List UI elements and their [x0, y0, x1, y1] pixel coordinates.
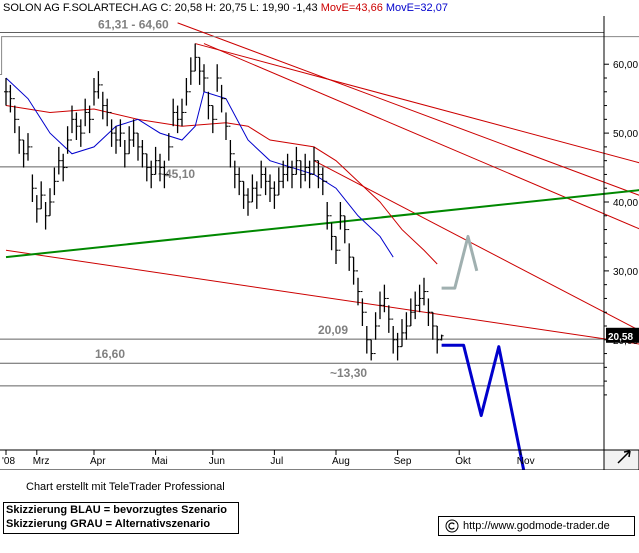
trend-line [195, 43, 639, 164]
trend-line [0, 36, 639, 76]
x-tick-label: Sep [394, 456, 412, 467]
last-price-label: 20,58 [608, 332, 633, 343]
trend-line [203, 43, 639, 230]
price-chart: 61,31 - 64,60 ~45,10 20,09 16,60 ~13,30 60,0… [0, 0, 639, 470]
support-label: 16,60 [95, 347, 125, 361]
x-tick-label: Apr [90, 456, 106, 467]
last-price-box [606, 327, 639, 343]
support-label: ~45,10 [158, 167, 195, 181]
x-tick-label: '08 [2, 456, 15, 467]
trend-line [313, 160, 639, 331]
legend-grey-scenario: Skizzierung GRAU = Alternativszenario [6, 518, 211, 530]
x-tick-label: Jul [270, 456, 283, 467]
legend-blue-scenario: Skizzierung BLAU = bevorzugtes Szenario [6, 504, 227, 516]
source-url[interactable]: http://www.godmode-trader.de [463, 520, 610, 532]
x-tick-label: Okt [455, 456, 471, 467]
x-tick-label: Jun [209, 456, 225, 467]
x-tick-label: Mrz [33, 456, 50, 467]
chart-credit: Chart erstellt mit TeleTrader Profession… [26, 481, 225, 493]
trend-line [5, 249, 639, 345]
move-legend-red: MovE=43,66 [321, 2, 383, 14]
scroll-arrow-icon [617, 450, 631, 464]
support-label: ~13,30 [330, 366, 367, 380]
moving-average-blue [5, 77, 394, 258]
y-tick-label: 40,00 [613, 198, 638, 209]
y-tick-label: 30,00 [613, 267, 638, 278]
support-label: 20,09 [318, 323, 348, 337]
x-tick-label: Mai [152, 456, 168, 467]
support-label: 61,31 - 64,60 [98, 18, 169, 32]
copyright-icon [445, 519, 459, 533]
y-tick-label: 60,00 [613, 60, 638, 71]
y-tick-label: 50,00 [613, 129, 638, 140]
move-legend-blue: MovE=32,07 [386, 2, 448, 14]
trend-line [177, 22, 639, 196]
x-tick-label: Aug [332, 456, 350, 467]
scenario-grau [441, 234, 479, 290]
chart-title: SOLON AG F.SOLARTECH.AG C: 20,58 H: 20,7… [3, 2, 448, 14]
x-tick-label: Nov [517, 456, 535, 467]
scenario-blau [441, 343, 526, 470]
scenario-legend: Skizzierung BLAU = bevorzugtes Szenario … [3, 502, 239, 534]
source-link[interactable]: http://www.godmode-trader.de [438, 516, 635, 536]
